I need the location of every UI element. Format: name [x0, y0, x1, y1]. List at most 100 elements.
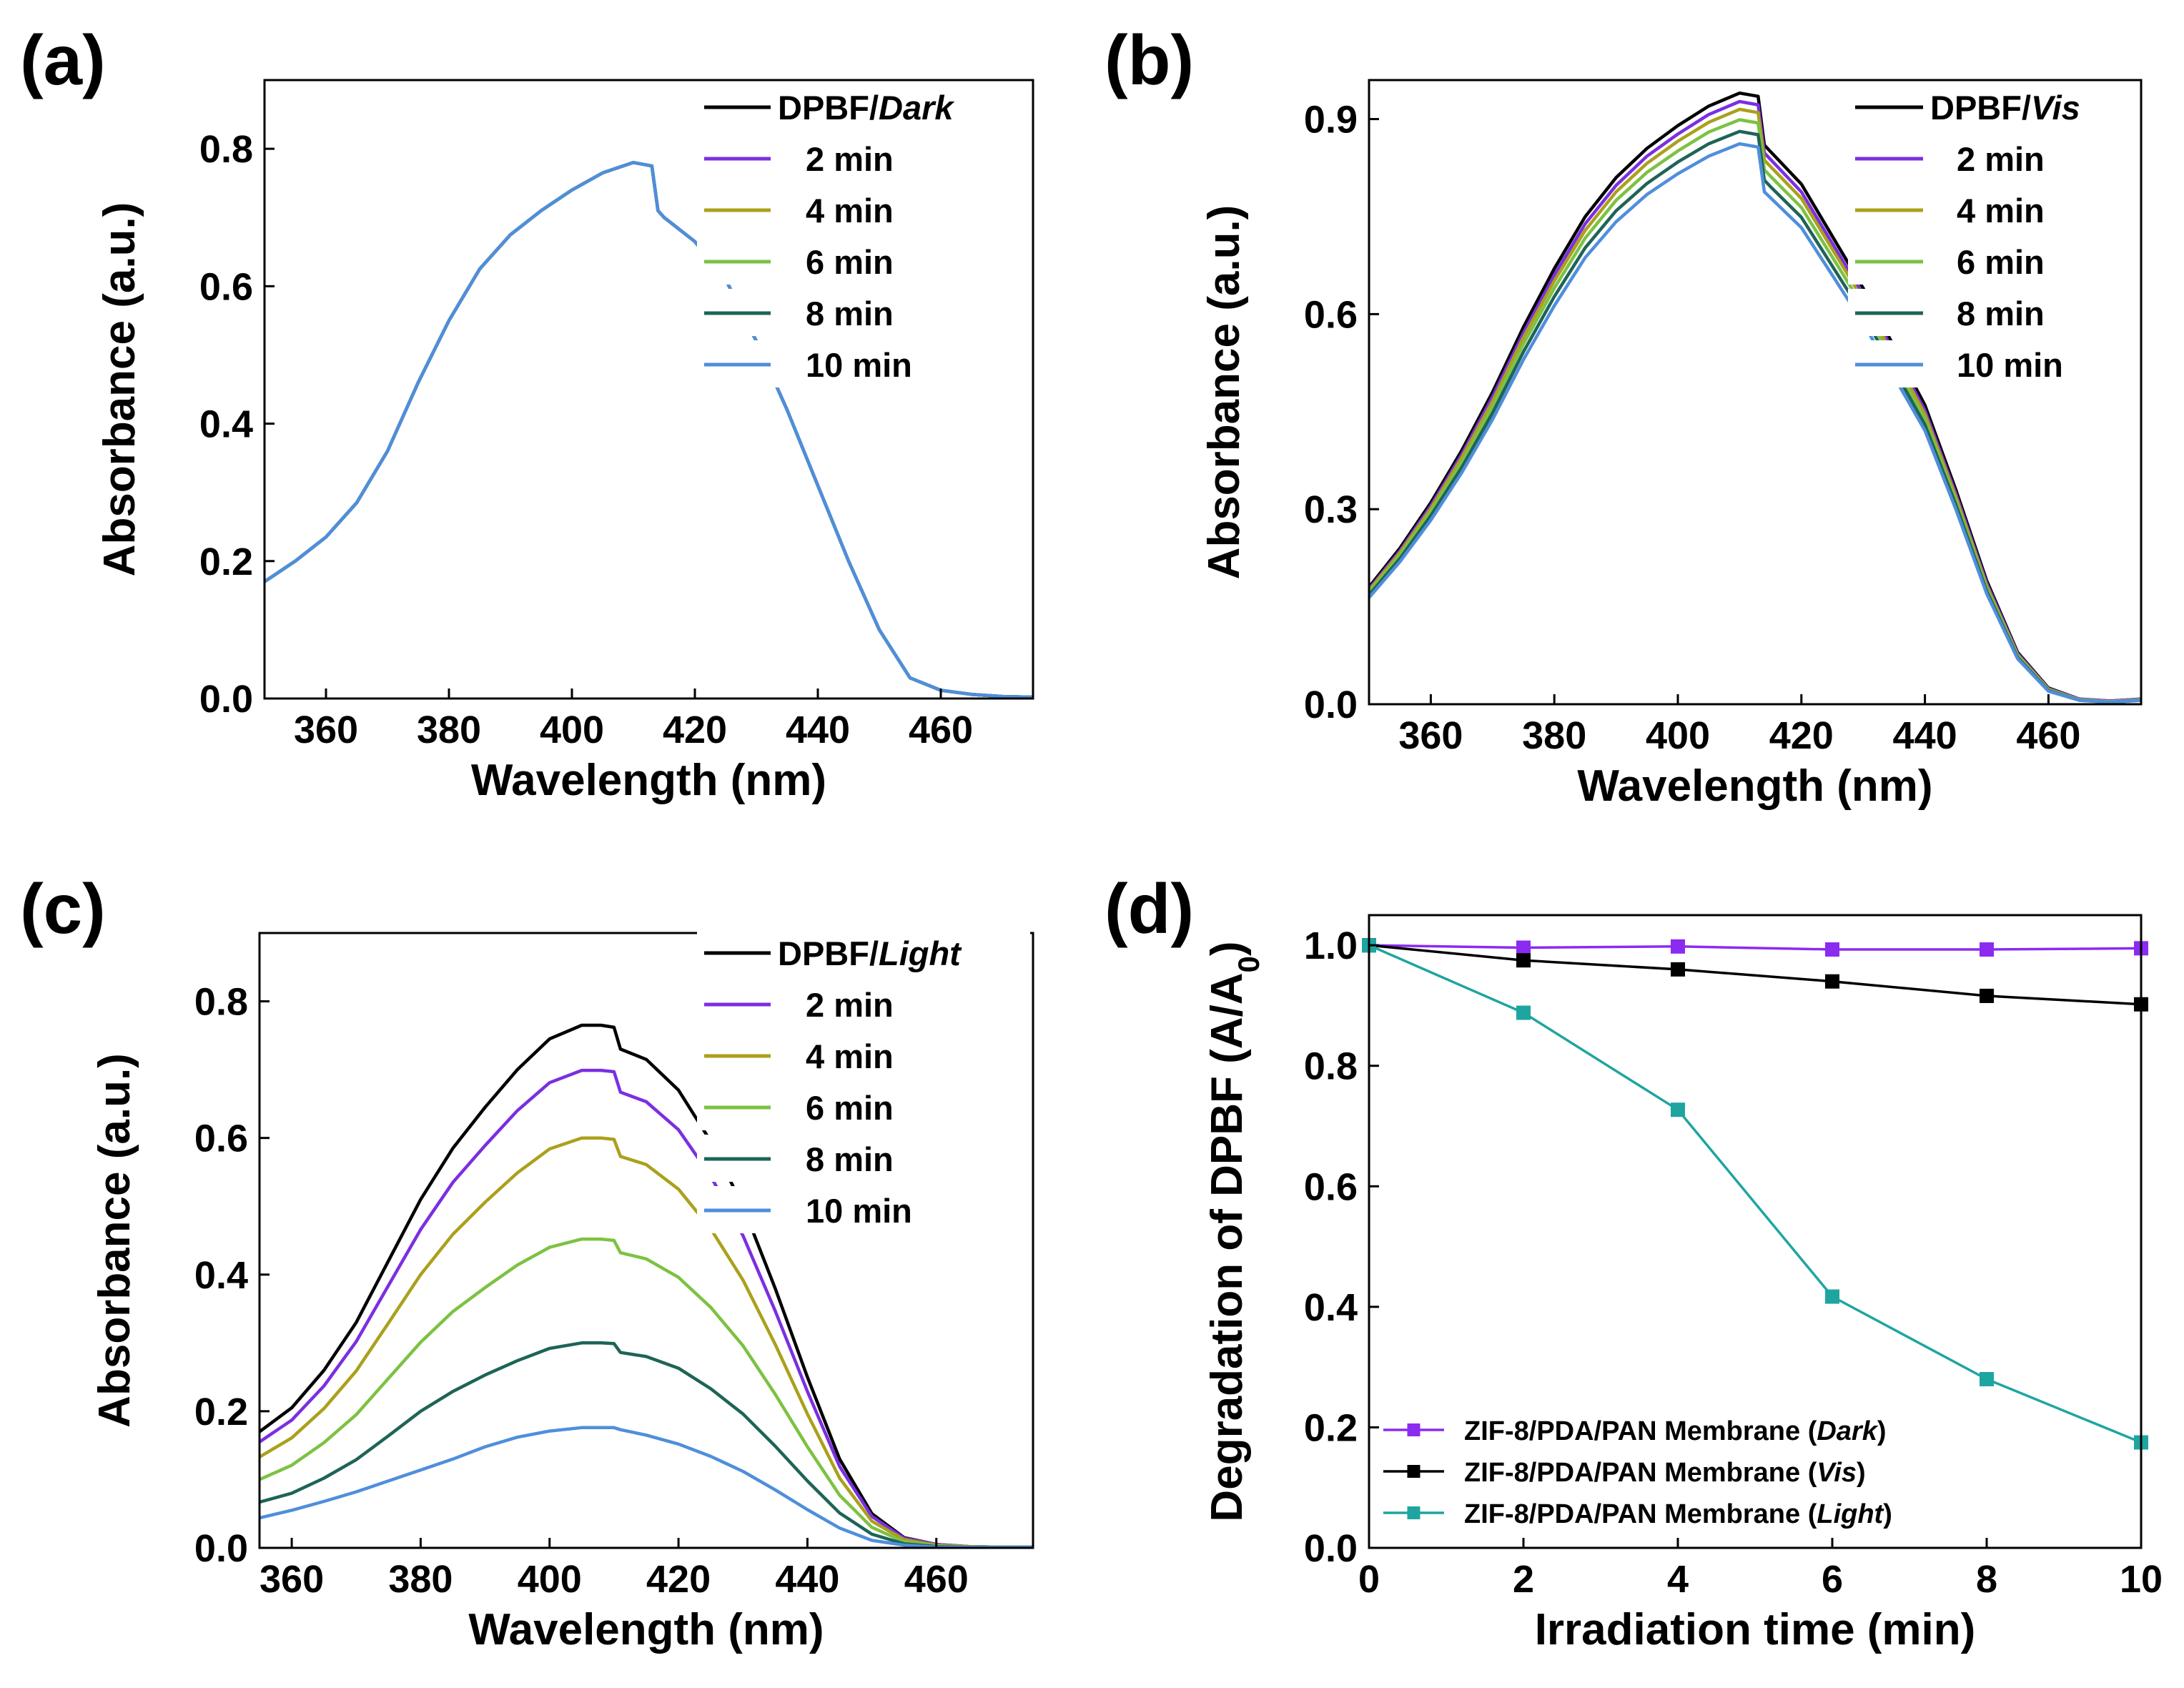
axes-frame	[258, 932, 1034, 1549]
legend-label: 4 min	[1957, 192, 2045, 229]
data-layer	[1369, 944, 2141, 1444]
legend-label: 10 min	[806, 346, 912, 384]
x-tick-label: 400	[1646, 714, 1710, 757]
legend-marker	[1407, 1506, 1420, 1519]
y-tick-label: 0.2	[199, 541, 253, 583]
legend-label-close: )	[1857, 1458, 1866, 1488]
y-tick-label: 0.0	[1304, 683, 1358, 726]
legend-label: ZIF-8/PDA/PAN Membrane (Dark)	[1464, 1416, 1887, 1446]
legend-label-prefix: DPBF/	[778, 934, 879, 972]
legend-label-condition: Vis	[1817, 1458, 1857, 1488]
y-tick-label: 0.0	[1304, 1527, 1358, 1570]
legend-label: 8 min	[806, 295, 894, 332]
x-axis-label: Irradiation time (min)	[1535, 1605, 1976, 1654]
panel-label: (b)	[1105, 21, 1194, 99]
legend-label: 10 min	[806, 1192, 912, 1230]
x-tick-label: 2	[1513, 1558, 1534, 1601]
y-tick-label: 0.3	[1304, 488, 1358, 531]
y-tick-label: 0.9	[1304, 99, 1358, 142]
y-tick-label: 0.0	[194, 1527, 248, 1570]
data-point	[1825, 974, 1839, 989]
legend-label: ZIF-8/PDA/PAN Membrane (Vis)	[1464, 1458, 1866, 1488]
y-tick-label: 0.8	[1304, 1045, 1358, 1088]
x-tick-label: 460	[909, 709, 973, 751]
legend-label: 8 min	[1957, 295, 2045, 332]
data-point	[1516, 940, 1531, 955]
legend-label-close: )	[1877, 1416, 1887, 1446]
x-tick-label: 380	[388, 1558, 453, 1601]
y-tick-label: 0.4	[1304, 1286, 1358, 1329]
legend-label-name: ZIF-8/PDA/PAN Membrane (	[1464, 1499, 1817, 1529]
panel-label: (c)	[20, 869, 106, 948]
legend-label-prefix: DPBF/	[1930, 89, 2031, 127]
y-tick-label: 0.8	[194, 981, 248, 1024]
x-tick-label: 460	[904, 1558, 969, 1601]
series-line	[1369, 91, 2141, 703]
x-tick-label: 380	[1522, 714, 1586, 757]
x-tick-label: 10	[2120, 1558, 2163, 1601]
x-tick-label: 440	[775, 1558, 839, 1601]
legend-label: 2 min	[806, 140, 894, 178]
legend: ZIF-8/PDA/PAN Membrane (Dark)ZIF-8/PDA/P…	[1383, 1416, 1892, 1529]
x-tick-label: 360	[294, 709, 358, 751]
legend-label-condition: Dark	[1817, 1416, 1878, 1446]
legend-label-close: )	[1883, 1499, 1892, 1529]
x-axis-label: Wavelength (nm)	[1577, 761, 1932, 811]
legend-label: DPBF/Vis	[1930, 89, 2080, 127]
y-tick-label: 0.6	[194, 1117, 248, 1160]
legend-label: 4 min	[806, 1037, 894, 1075]
x-tick-label: 440	[786, 709, 850, 751]
y-tick-label: 0.2	[194, 1391, 248, 1433]
x-tick-label: 4	[1667, 1558, 1689, 1601]
legend-label-name: ZIF-8/PDA/PAN Membrane (	[1464, 1416, 1817, 1446]
y-tick-label: 0.6	[1304, 1165, 1358, 1208]
legend-label: 10 min	[1957, 346, 2063, 384]
x-axis-label: Wavelength (nm)	[471, 756, 826, 805]
axes-frame	[263, 79, 1034, 700]
panel-b: (b) 360 380 400 420 440 460 0.0 0.3 0.6 0.9 Wavelen…	[1105, 21, 2143, 811]
data-layer	[1369, 91, 2141, 704]
legend-label: 4 min	[806, 192, 894, 229]
data-point	[1980, 988, 1994, 1003]
panel-label: (d)	[1105, 869, 1194, 948]
series-line	[260, 1237, 1033, 1548]
series-line	[1369, 944, 2141, 1444]
data-point	[1825, 1289, 1839, 1304]
series-line	[1369, 944, 2141, 1006]
data-point	[1671, 1102, 1685, 1117]
data-point	[1980, 1372, 1994, 1386]
legend-label-condition: Light	[1817, 1499, 1884, 1529]
x-tick-label: 460	[2016, 714, 2080, 757]
series-line	[260, 1341, 1033, 1548]
panel-d: (d) 0 2 4 6 8 10 0.0 0.2 0.4 0.6 0.8 1.0 Irradiation …	[1105, 869, 2163, 1654]
data-point	[1825, 942, 1839, 957]
data-layer	[265, 161, 1033, 699]
series-line	[260, 1068, 1033, 1548]
data-point	[1671, 962, 1685, 977]
x-tick-label: 6	[1822, 1558, 1843, 1601]
x-tick-label: 420	[646, 1558, 711, 1601]
y-tick-label: 0.0	[199, 678, 253, 721]
y-axis-label: Absorbance (a.u.)	[95, 202, 144, 577]
legend-label-condition: Dark	[879, 89, 955, 127]
y-axis-label-subscript: 0	[1232, 956, 1265, 972]
axes-frame	[1368, 79, 2143, 706]
series-line	[260, 1426, 1033, 1548]
axes-frame	[1368, 914, 2143, 1549]
legend-label: 6 min	[1957, 243, 2045, 281]
y-tick-label: 0.8	[199, 128, 253, 171]
series-line	[260, 1136, 1033, 1548]
legend-label: 2 min	[1957, 140, 2045, 178]
y-axis-label: Degradation of DPBF (A/A0)	[1202, 941, 1265, 1521]
x-tick-label: 360	[1398, 714, 1463, 757]
x-tick-label: 0	[1358, 1558, 1380, 1601]
y-axis-label-main: Degradation of DPBF (A/A	[1202, 972, 1252, 1521]
data-point	[1516, 953, 1531, 968]
y-tick-label: 0.6	[1304, 293, 1358, 336]
legend-label-prefix: DPBF/	[778, 89, 879, 127]
y-tick-label: 1.0	[1304, 924, 1358, 967]
x-tick-label: 380	[417, 709, 481, 751]
legend-label: DPBF/Dark	[778, 89, 955, 127]
data-point	[1516, 1005, 1531, 1020]
legend-label-condition: Light	[879, 934, 962, 972]
